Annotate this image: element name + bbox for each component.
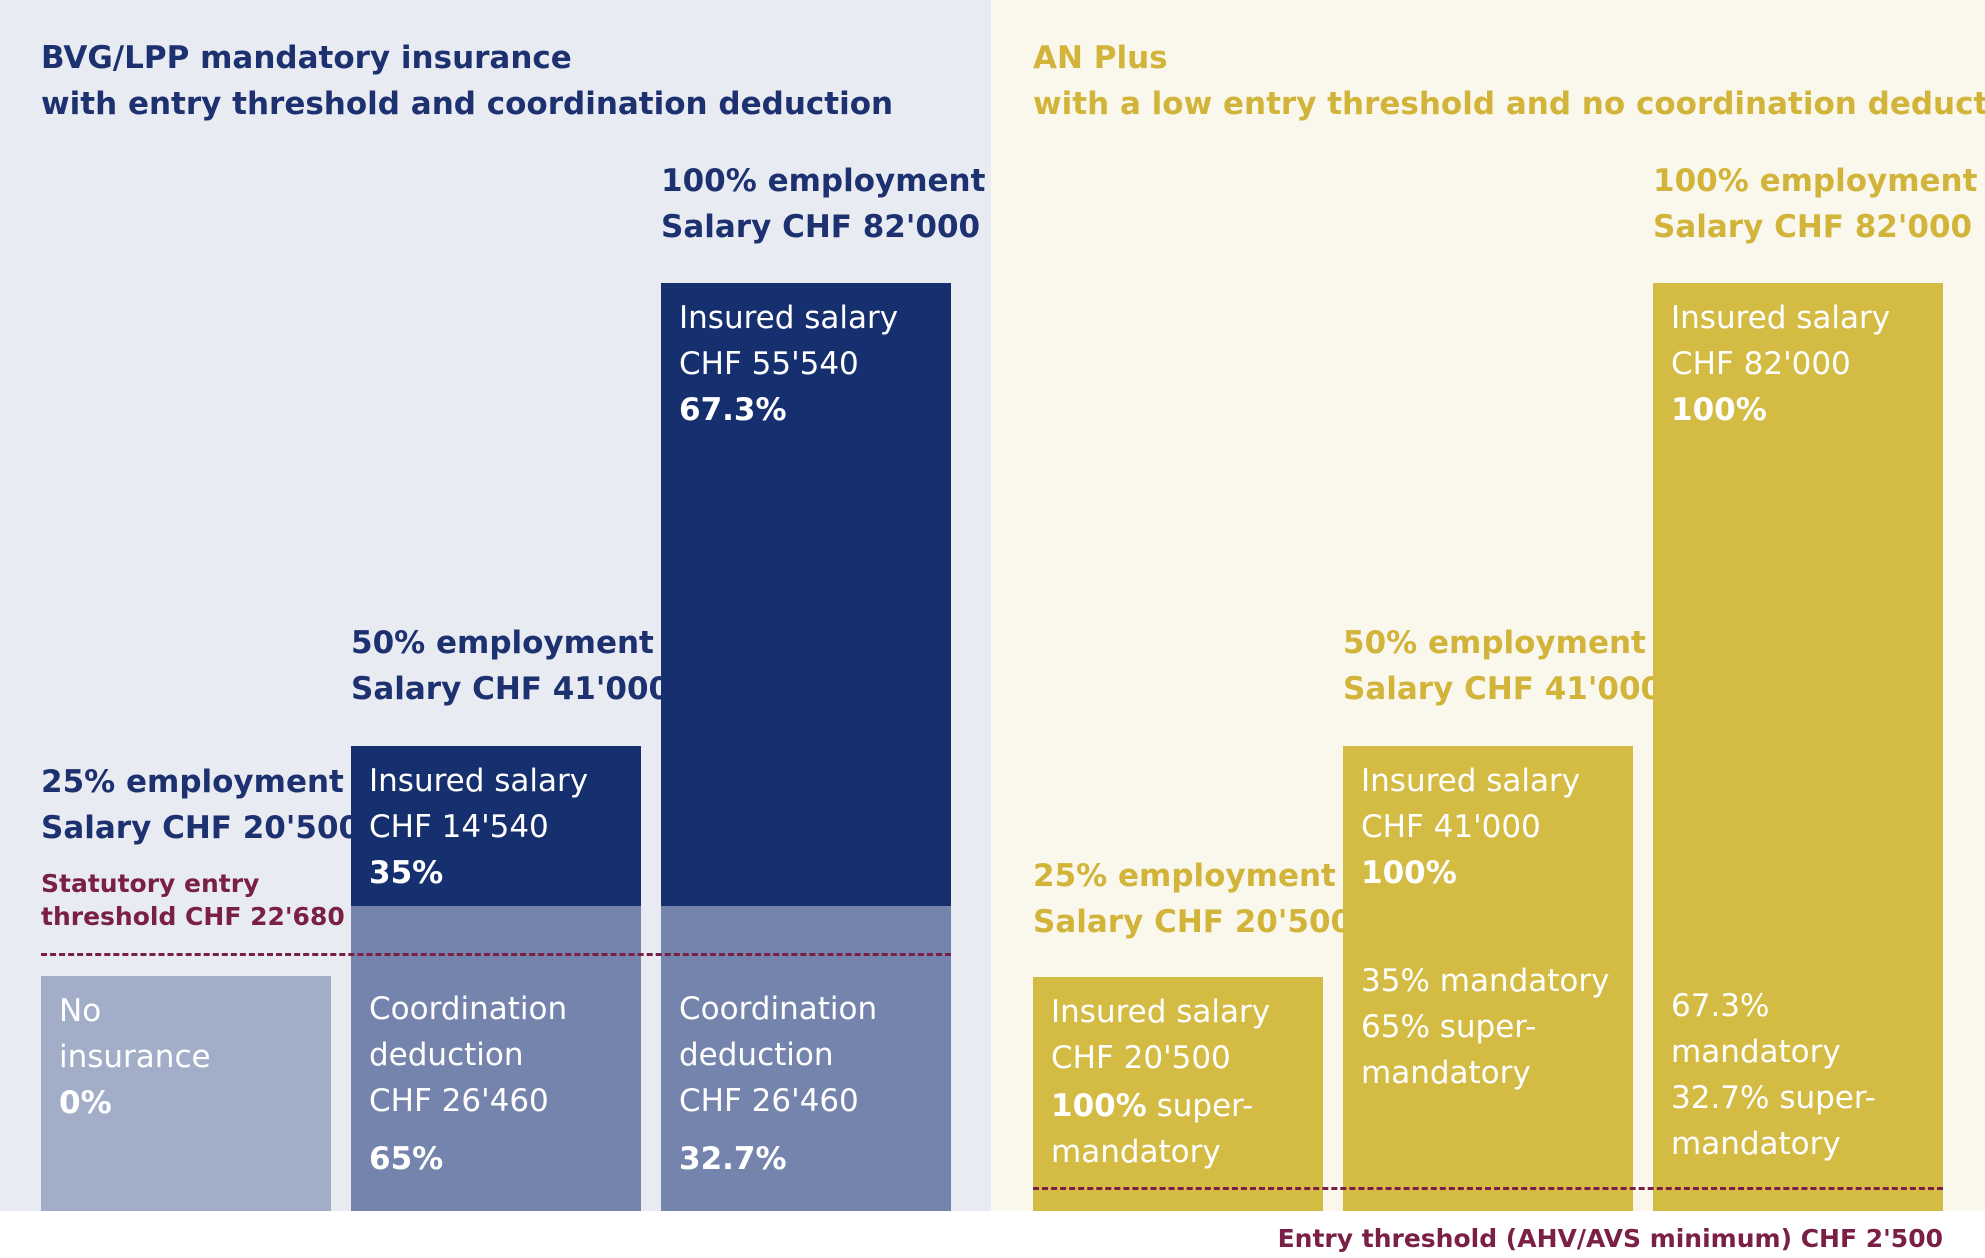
bvg-bar1-employment: 25% employment [41,764,344,800]
bvg-bar1-line2: insurance [59,1039,211,1075]
bvg-bar3-heading: 100% employment Salary CHF 82'000 [661,158,985,250]
statutory-threshold-line1: Statutory entry [41,869,260,898]
bvg-bar2-coordination-deduction: Coordination deduction CHF 26'460 65% [351,906,641,1211]
anplus-bar1-pct-suffix: super- [1146,1088,1254,1124]
bvg-bar3-coordination-deduction: Coordination deduction CHF 26'460 32.7% [661,906,951,1211]
bvg-bar3-coord-pct: 32.7% [679,1141,787,1177]
bvg-bar2-coord-line1: Coordination [369,991,568,1027]
an-plus-title: AN Plus with a low entry threshold and n… [1033,35,1985,127]
anplus-bar2-split1: 35% mandatory [1361,963,1610,999]
bvg-bar3-coord-line2: deduction [679,1037,834,1073]
bvg-bar3-insured-salary: Insured salary CHF 55'540 67.3% [661,283,951,906]
anplus-bar3-salary: Salary CHF 82'000 [1653,209,1973,245]
an-plus-title-line1: AN Plus [1033,40,1168,76]
anplus-bar1-salary: Salary CHF 20'500 [1033,904,1353,940]
anplus-bar1-pct-line: 100% super- [1051,1083,1305,1129]
bvg-bar2-insured-salary: Insured salary CHF 14'540 35% [351,746,641,906]
anplus-bar2-employment: 50% employment [1343,625,1646,661]
anplus-bar1-tail: mandatory [1051,1134,1221,1170]
bvg-bar3-coord-line1: Coordination [679,991,878,1027]
anplus-bar1-employment: 25% employment [1033,858,1336,894]
anplus-bar3-split4: mandatory [1671,1126,1841,1162]
anplus-bar1-heading: 25% employment Salary CHF 20'500 [1033,853,1352,945]
bvg-bar1-heading: 25% employment Salary CHF 20'500 [41,759,360,851]
anplus-bar2-heading: 50% employment Salary CHF 41'000 [1343,620,1662,712]
statutory-threshold-line2: threshold CHF 22'680 [41,902,345,931]
bvg-bar3-coord-line3: CHF 26'460 [679,1083,859,1119]
anplus-bar1-pct: 100% [1051,1088,1147,1124]
anplus-bar3-heading: 100% employment Salary CHF 82'000 [1653,158,1977,250]
anplus-bar3-insured-salary: Insured salary CHF 82'000 100% 67.3% man… [1653,283,1943,1211]
anplus-bar2-salary: Salary CHF 41'000 [1343,671,1663,707]
bvg-bar3-employment: 100% employment [661,163,986,199]
anplus-bar3-split2: mandatory [1671,1034,1841,1070]
anplus-bar2-insured-salary: Insured salary CHF 41'000 100% 35% manda… [1343,746,1633,1211]
bvg-bar2-salary: Salary CHF 41'000 [351,671,671,707]
anplus-bar3-line2: CHF 82'000 [1671,346,1851,382]
anplus-bar2-line2: CHF 41'000 [1361,809,1541,845]
bvg-bar2-coord-line2: deduction [369,1037,524,1073]
anplus-bar2-split2: 65% super- [1361,1009,1537,1045]
entry-threshold-label: Entry threshold (AHV/AVS minimum) CHF 2'… [1277,1224,1943,1253]
bvg-bar2-insured-pct: 35% [369,855,444,891]
bvg-bar3-insured-line2: CHF 55'540 [679,346,859,382]
anplus-bar1-line1: Insured salary [1051,994,1271,1030]
anplus-bar3-pct: 100% [1671,392,1767,428]
anplus-bar3-split3: 32.7% super- [1671,1080,1876,1116]
statutory-threshold-label: Statutory entry threshold CHF 22'680 [41,867,345,933]
bvg-title-line1: BVG/LPP mandatory insurance [41,40,572,76]
bvg-bar3-salary: Salary CHF 82'000 [661,209,981,245]
bvg-bar2-insured-line1: Insured salary [369,763,589,799]
bvg-bar2-employment: 50% employment [351,625,654,661]
bvg-bar3-insured-pct: 67.3% [679,392,787,428]
bvg-bar1-pct: 0% [59,1085,112,1121]
bvg-bar2-heading: 50% employment Salary CHF 41'000 [351,620,670,712]
bvg-bar1-line1: No [59,993,102,1029]
anplus-bar1-line2: CHF 20'500 [1051,1040,1231,1076]
bvg-bar1-no-insurance: No insurance 0% [41,976,331,1211]
entry-threshold-line [1033,1187,1943,1190]
bvg-bar3-insured-line1: Insured salary [679,300,899,336]
bvg-bar1-salary: Salary CHF 20'500 [41,810,361,846]
anplus-bar2-line1: Insured salary [1361,763,1581,799]
statutory-threshold-line [41,953,951,956]
an-plus-title-line2: with a low entry threshold and no coordi… [1033,86,1985,122]
bvg-title: BVG/LPP mandatory insurance with entry t… [41,35,893,127]
bvg-bar2-coord-line3: CHF 26'460 [369,1083,549,1119]
anplus-bar2-pct: 100% [1361,855,1457,891]
bvg-bar2-insured-line2: CHF 14'540 [369,809,549,845]
bvg-bar2-coord-pct: 65% [369,1141,444,1177]
anplus-bar3-line1: Insured salary [1671,300,1891,336]
anplus-bar1-insured-salary: Insured salary CHF 20'500 100% super- ma… [1033,977,1323,1211]
anplus-bar3-employment: 100% employment [1653,163,1978,199]
bvg-title-line2: with entry threshold and coordination de… [41,86,894,122]
anplus-bar2-split3: mandatory [1361,1055,1531,1091]
anplus-bar3-split1: 67.3% [1671,988,1770,1024]
